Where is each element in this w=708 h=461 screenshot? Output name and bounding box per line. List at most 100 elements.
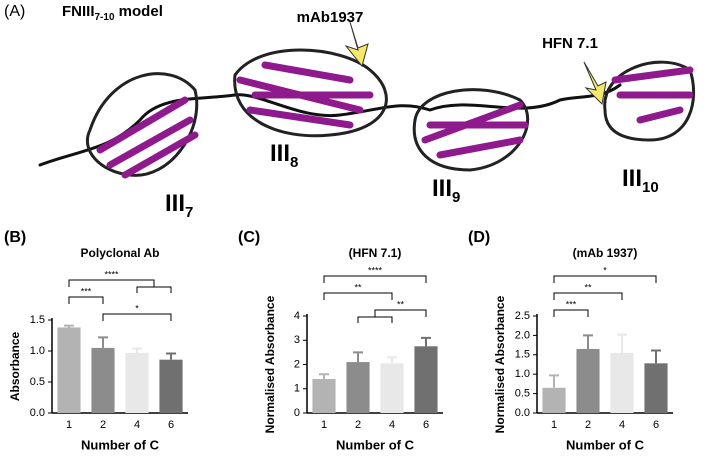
bar [576, 348, 600, 413]
x-tick-label: 2 [355, 419, 361, 431]
significance-label: ** [584, 282, 592, 292]
text-part: model [115, 3, 163, 20]
error-bar [98, 336, 108, 348]
error-bar [421, 336, 431, 347]
y-axis-label: Normalised Absorbance [263, 295, 277, 433]
text-part: FNIII [62, 3, 95, 20]
bar [380, 363, 404, 413]
panel-label: (D) [468, 229, 490, 246]
significance-bracket [68, 296, 104, 304]
y-tick-label: 1.0 [515, 368, 530, 380]
text-part: III [432, 175, 452, 202]
text-part: III [270, 140, 290, 167]
y-tick-label: 1.0 [30, 345, 45, 357]
x-tick-label: 2 [100, 419, 106, 431]
significance-bracket [102, 313, 172, 321]
text-part: III [165, 190, 185, 217]
bar [125, 352, 149, 413]
x-tick-label: 4 [134, 419, 140, 431]
significance-label: * [603, 265, 607, 275]
bar [312, 379, 336, 413]
y-tick-label: 0.0 [515, 407, 530, 419]
bar [57, 327, 81, 413]
y-tick-label: 2 [294, 358, 300, 370]
significance-bracket [357, 309, 427, 323]
significance-label: ** [354, 282, 362, 292]
y-tick-label: 0 [294, 407, 300, 419]
x-tick-label: 1 [321, 419, 327, 431]
panel-label: (C) [238, 229, 260, 246]
x-axis-label: Number of C [81, 437, 160, 452]
significance-bracket [553, 292, 623, 300]
text-part: 10 [642, 179, 659, 196]
error-bar [319, 373, 329, 380]
bar [346, 362, 370, 413]
bar [91, 347, 115, 413]
text-part: 7 [185, 204, 193, 221]
text-part: III [622, 165, 642, 192]
arrow [344, 21, 369, 68]
text-part: 9 [452, 189, 460, 206]
y-tick-label: 0.5 [515, 388, 530, 400]
significance-label: ** [397, 299, 405, 309]
significance-label: **** [368, 265, 383, 275]
domain-label: III10 [622, 165, 659, 196]
bar [159, 359, 183, 413]
panel-label: (A) [4, 3, 25, 20]
text-part: 7-10 [95, 12, 115, 23]
error-bar [387, 356, 397, 364]
error-bar [583, 334, 593, 349]
y-tick-label: 2.5 [515, 310, 530, 322]
x-tick-label: 4 [389, 419, 395, 431]
y-axis-label: Absorbance [8, 332, 22, 402]
arrow-label: mAb1937 [297, 9, 364, 26]
y-tick-label: 2.0 [515, 329, 530, 341]
x-tick-label: 6 [423, 419, 429, 431]
significance-bracket [323, 275, 427, 283]
significance-bracket [68, 279, 172, 293]
chart: (C) (HFN 7.1) Number of C Normalised Absorb… [238, 229, 443, 452]
error-bar [353, 351, 363, 363]
significance-label: *** [81, 286, 92, 296]
y-tick-label: 1.5 [30, 314, 45, 326]
error-bar [132, 347, 142, 353]
significance-bracket [553, 309, 589, 317]
significance-label: *** [566, 299, 577, 309]
domain-label: III8 [270, 140, 298, 171]
protein-ribbon [38, 48, 696, 179]
domain-label: III7 [165, 190, 193, 221]
chart-title: (mAb 1937) [573, 246, 638, 260]
significance-bracket [323, 292, 393, 300]
arrow-label: HFN 7.1 [542, 35, 598, 52]
chart-title: (HFN 7.1) [349, 246, 402, 260]
y-axis-label: Normalised Absorbance [493, 295, 507, 433]
error-bar [617, 333, 627, 353]
x-tick-label: 4 [619, 419, 625, 431]
domain-label: III9 [432, 175, 460, 206]
error-bar [166, 352, 176, 360]
error-bar [651, 349, 661, 364]
chart: (D) (mAb 1937) Number of C Normalised Absor… [468, 229, 673, 452]
arrow [583, 61, 607, 106]
significance-label: **** [104, 269, 119, 279]
significance-label: * [135, 303, 139, 313]
y-tick-label: 0.0 [30, 407, 45, 419]
y-tick-label: 1 [294, 383, 300, 395]
y-tick-label: 3 [294, 334, 300, 346]
y-tick-label: 0.5 [30, 376, 45, 388]
text-part: 8 [290, 154, 298, 171]
bar [414, 346, 438, 413]
x-axis-label: Number of C [566, 437, 645, 452]
panel-label: (B) [4, 229, 26, 246]
panel-title: FNIII7-10 model [62, 3, 163, 23]
error-bar [549, 374, 559, 388]
x-axis-label: Number of C [336, 437, 415, 452]
bar [644, 363, 668, 413]
x-tick-label: 6 [653, 419, 659, 431]
significance-bracket [553, 275, 657, 283]
x-tick-label: 1 [66, 419, 72, 431]
x-tick-label: 1 [551, 419, 557, 431]
chart: (B) Polyclonal Ab Number of C Absorbance 0.0… [4, 229, 188, 452]
bar [610, 352, 634, 413]
